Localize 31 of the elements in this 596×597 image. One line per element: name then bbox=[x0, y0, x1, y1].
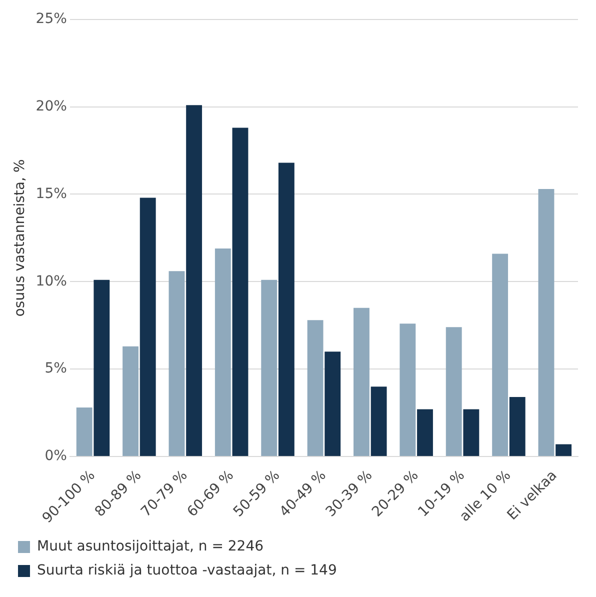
bar bbox=[307, 320, 324, 456]
bar bbox=[168, 271, 185, 456]
bar bbox=[140, 198, 156, 456]
bar bbox=[446, 327, 462, 456]
bar bbox=[76, 408, 92, 456]
y-axis-title: osuus vastanneista, % bbox=[12, 159, 28, 317]
bar bbox=[370, 386, 387, 456]
bar bbox=[122, 346, 139, 456]
bar bbox=[186, 105, 202, 456]
y-tick-label: 15% bbox=[36, 186, 67, 202]
legend-label: Suurta riskiä ja tuottoa -vastaajat, n = 149 bbox=[37, 562, 337, 579]
bar bbox=[463, 409, 480, 456]
y-tick-label: 5% bbox=[44, 360, 67, 377]
legend-label: Muut asuntosijoittajat, n = 2246 bbox=[37, 538, 264, 555]
y-tick-label: 25% bbox=[36, 11, 67, 28]
bar bbox=[417, 409, 433, 456]
bar bbox=[538, 188, 554, 456]
y-tick-label: 20% bbox=[36, 98, 67, 114]
bar bbox=[556, 444, 572, 456]
bar bbox=[94, 280, 110, 456]
bar bbox=[509, 397, 526, 456]
bar bbox=[232, 128, 248, 456]
bar bbox=[261, 280, 278, 456]
y-tick-label: 0% bbox=[44, 448, 67, 464]
y-tick-label: 10% bbox=[36, 273, 67, 290]
bar bbox=[400, 324, 416, 456]
bar bbox=[324, 352, 341, 456]
bar bbox=[492, 254, 508, 456]
bar bbox=[278, 162, 294, 456]
bar bbox=[354, 308, 370, 456]
bar bbox=[214, 248, 231, 456]
